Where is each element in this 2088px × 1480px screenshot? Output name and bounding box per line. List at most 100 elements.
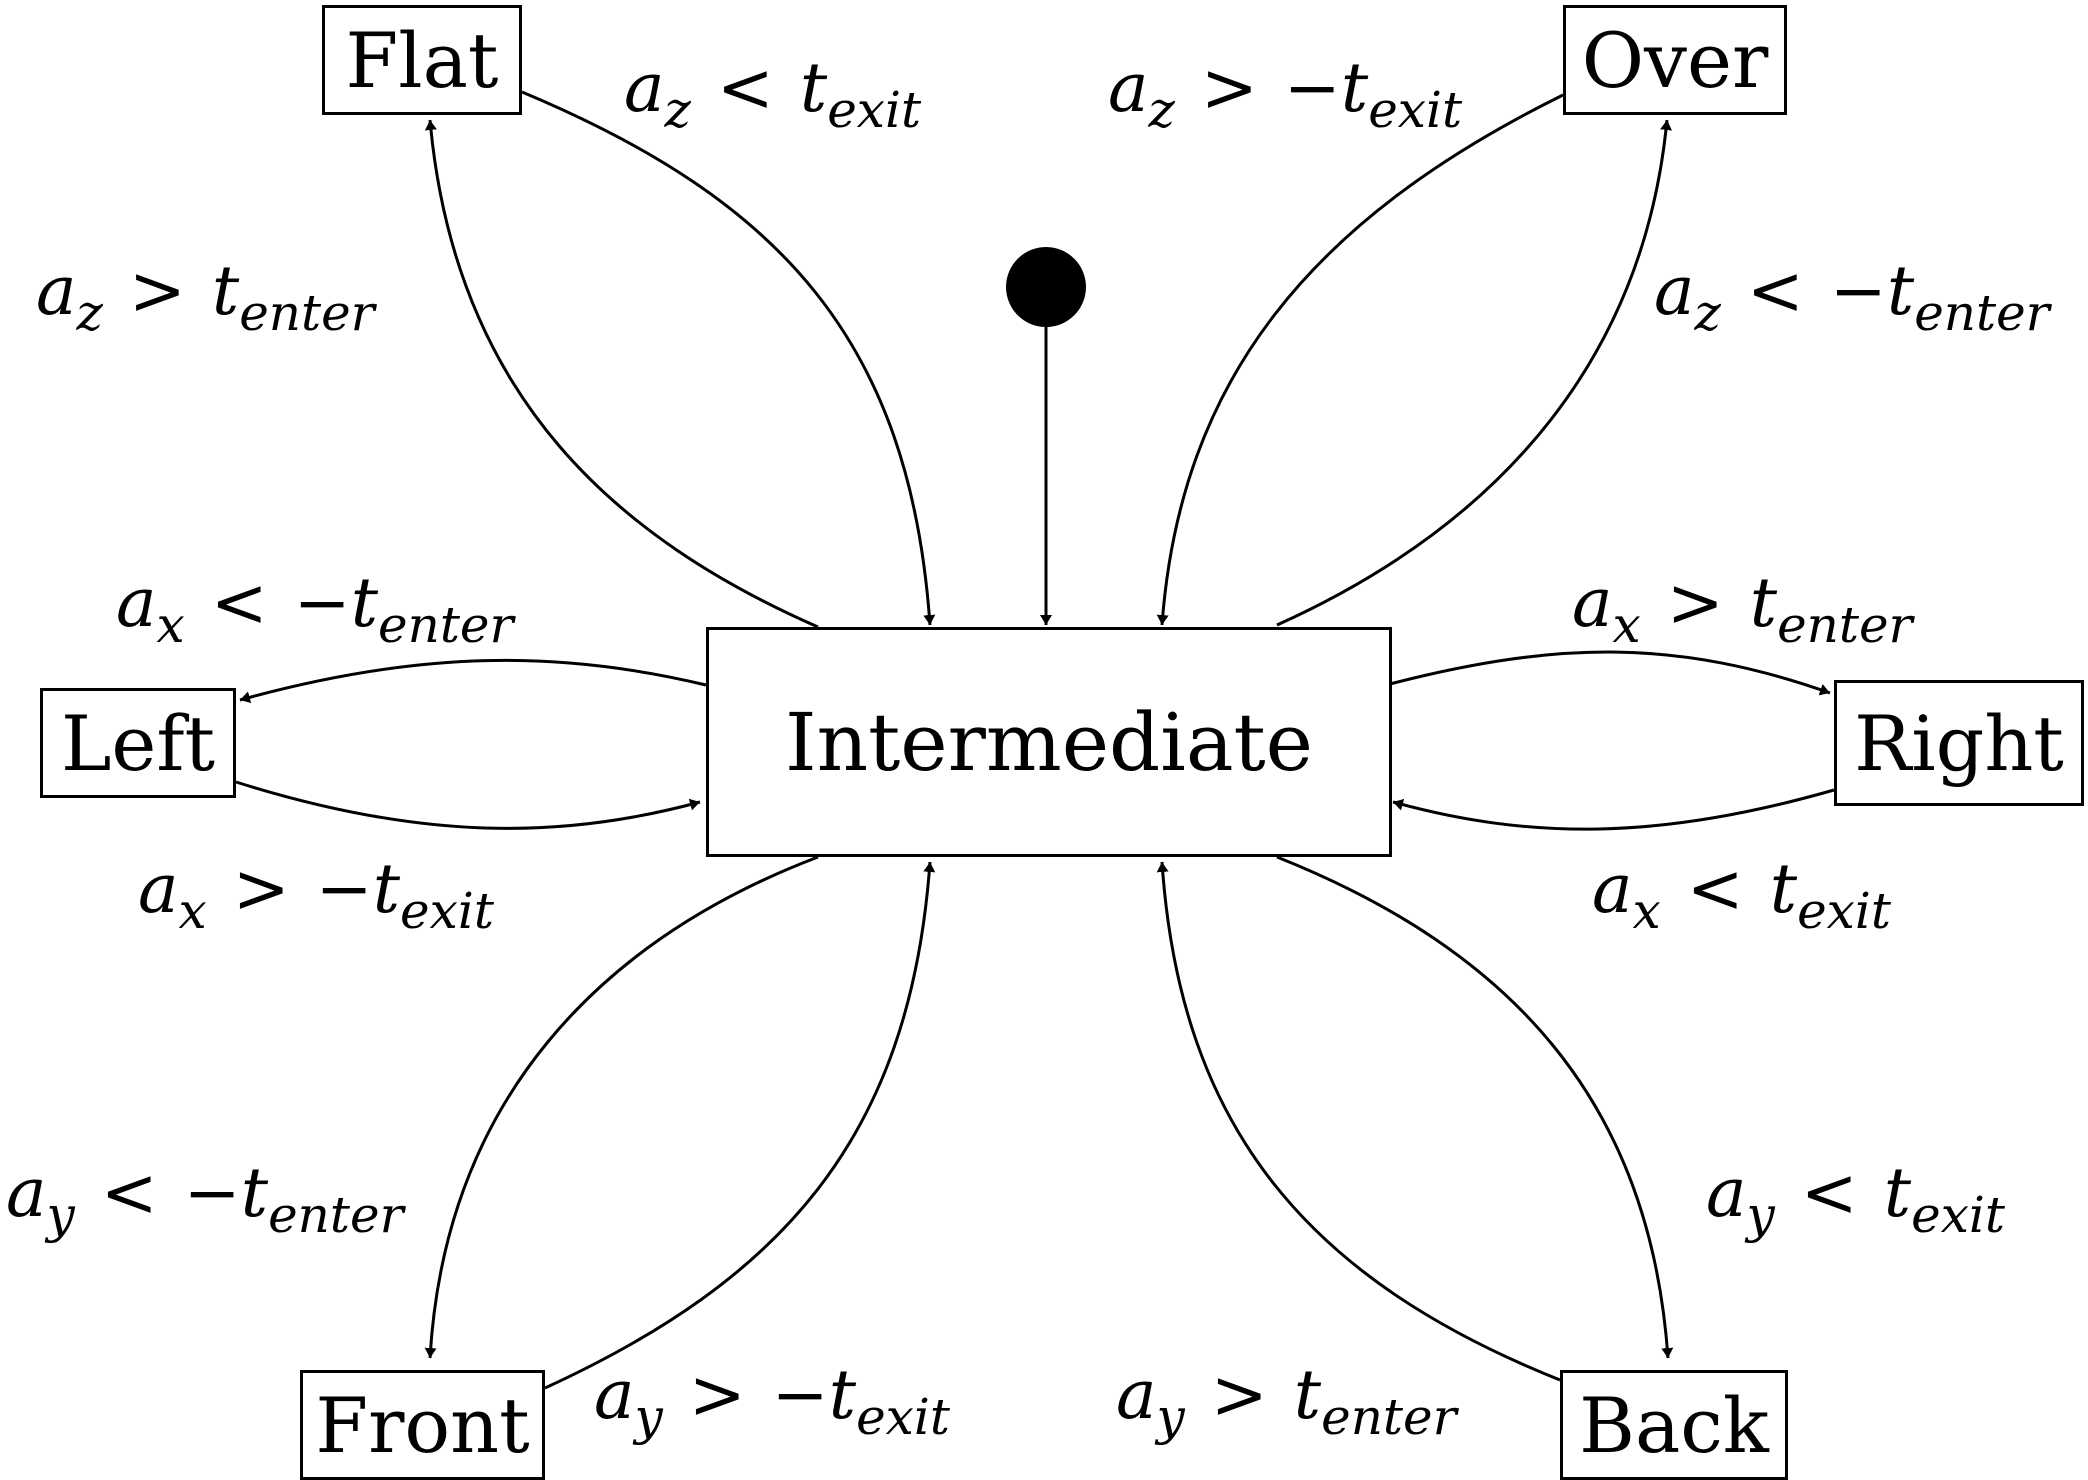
cond-axis-subscript: z: [1148, 81, 1175, 139]
cond-operator: <: [1746, 252, 1804, 331]
cond-threshold-subscript: exit: [856, 1388, 950, 1446]
cond-threshold: t: [799, 49, 828, 128]
cond-axis-subscript: x: [1632, 882, 1661, 940]
cond-operator: >: [1200, 49, 1258, 128]
cond-operator: <: [716, 49, 774, 128]
condition-to-over: az < −tenter: [1654, 258, 2050, 339]
cond-variable: a: [138, 850, 179, 929]
cond-sign: −: [293, 564, 351, 643]
state-over-label: Over: [1581, 15, 1769, 105]
arrow-intermediate-to-over: [1276, 119, 1673, 627]
state-over: Over: [1563, 5, 1787, 115]
cond-variable: a: [624, 49, 665, 128]
cond-threshold: t: [1293, 1356, 1322, 1435]
condition-to-back: ay < texit: [1706, 1160, 2005, 1241]
arrow-intermediate-to-right: [1389, 650, 1831, 696]
state-right: Right: [1834, 680, 2084, 806]
cond-variable: a: [1116, 1356, 1157, 1435]
cond-axis-subscript: x: [156, 596, 185, 654]
cond-variable: a: [1654, 252, 1695, 331]
initial-state-dot: [1006, 247, 1086, 327]
cond-threshold: t: [1883, 1154, 1912, 1233]
cond-variable: a: [1592, 850, 1633, 929]
state-front-label: Front: [315, 1380, 530, 1470]
arrow-intermediate-to-back: [1276, 855, 1674, 1359]
cond-sign: −: [1829, 252, 1887, 331]
arrow-left-to-intermediate: [235, 780, 701, 830]
condition-from-over: az > −texit: [1108, 55, 1462, 136]
cond-axis-subscript: y: [46, 1186, 75, 1244]
cond-axis-subscript: x: [178, 882, 207, 940]
cond-axis-subscript: y: [634, 1388, 663, 1446]
state-flat-label: Flat: [345, 15, 499, 105]
cond-variable: a: [36, 252, 77, 331]
cond-axis-subscript: x: [1612, 596, 1641, 654]
cond-axis-subscript: z: [664, 81, 691, 139]
state-intermediate-label: Intermediate: [784, 695, 1314, 789]
cond-operator: >: [128, 252, 186, 331]
cond-sign: −: [1283, 49, 1341, 128]
cond-sign: −: [183, 1154, 241, 1233]
state-back: Back: [1560, 1370, 1788, 1480]
cond-threshold: t: [240, 1154, 269, 1233]
cond-threshold-subscript: enter: [239, 284, 375, 342]
condition-from-back: ay > tenter: [1116, 1362, 1457, 1443]
cond-axis-subscript: z: [1694, 284, 1721, 342]
cond-threshold-subscript: enter: [268, 1186, 404, 1244]
cond-operator: <: [1800, 1154, 1858, 1233]
cond-threshold: t: [1340, 49, 1369, 128]
cond-operator: <: [1686, 850, 1744, 929]
cond-variable: a: [594, 1356, 635, 1435]
cond-variable: a: [1706, 1154, 1747, 1233]
cond-operator: >: [1666, 564, 1724, 643]
cond-threshold-subscript: exit: [1368, 81, 1463, 139]
cond-threshold-subscript: enter: [1777, 596, 1913, 654]
condition-to-left: ax < −tenter: [116, 570, 513, 651]
cond-sign: −: [315, 850, 373, 929]
state-back-label: Back: [1579, 1380, 1769, 1470]
cond-axis-subscript: y: [1156, 1388, 1185, 1446]
cond-threshold-subscript: exit: [1911, 1186, 2005, 1244]
cond-threshold: t: [1749, 564, 1778, 643]
cond-variable: a: [116, 564, 157, 643]
arrow-front-to-intermediate: [544, 861, 936, 1390]
cond-variable: a: [1108, 49, 1149, 128]
cond-axis-subscript: z: [76, 284, 103, 342]
cond-threshold-subscript: enter: [1321, 1388, 1457, 1446]
cond-threshold-subscript: exit: [827, 81, 922, 139]
state-left-label: Left: [60, 698, 216, 788]
condition-to-flat: az > tenter: [36, 258, 375, 339]
cond-threshold: t: [211, 252, 240, 331]
state-front: Front: [300, 1370, 545, 1480]
condition-from-front: ay > −texit: [594, 1362, 950, 1443]
condition-from-flat: az < texit: [624, 55, 921, 136]
cond-operator: >: [1210, 1356, 1268, 1435]
cond-threshold-subscript: exit: [400, 882, 494, 940]
arrow-back-to-intermediate: [1156, 861, 1561, 1382]
state-flat: Flat: [322, 5, 522, 115]
arrow-flat-to-intermediate: [521, 90, 936, 626]
state-right-label: Right: [1854, 698, 2064, 788]
cond-threshold: t: [372, 850, 401, 929]
cond-axis-subscript: y: [1746, 1186, 1775, 1244]
arrow-intermediate-to-left: [239, 658, 707, 704]
arrow-right-to-intermediate: [1392, 788, 1835, 831]
cond-variable: a: [6, 1154, 47, 1233]
cond-sign: −: [771, 1356, 829, 1435]
cond-threshold-subscript: enter: [378, 596, 514, 654]
cond-threshold: t: [1769, 850, 1798, 929]
condition-to-front: ay < −tenter: [6, 1160, 403, 1241]
cond-threshold-subscript: enter: [1914, 284, 2050, 342]
cond-threshold: t: [1886, 252, 1915, 331]
cond-threshold-subscript: exit: [1797, 882, 1891, 940]
state-left: Left: [40, 688, 236, 798]
cond-operator: <: [100, 1154, 158, 1233]
arrow-intermediate-to-flat: [424, 119, 819, 629]
arrow-over-to-intermediate: [1156, 93, 1564, 626]
condition-to-right: ax > tenter: [1572, 570, 1912, 651]
cond-variable: a: [1572, 564, 1613, 643]
cond-operator: >: [688, 1356, 746, 1435]
condition-from-left: ax > −texit: [138, 856, 494, 937]
